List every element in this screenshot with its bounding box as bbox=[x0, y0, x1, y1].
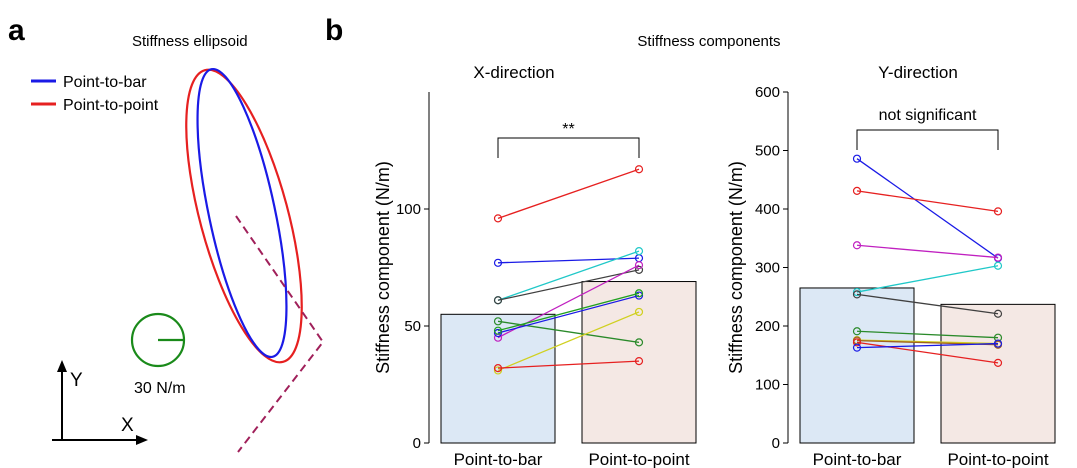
ellipse-point-to-point bbox=[185, 68, 303, 364]
axis-y-label: Y bbox=[70, 370, 83, 391]
y-axis-label: Stiffness component (N/m) bbox=[373, 161, 393, 374]
subject-line-10 bbox=[497, 360, 640, 369]
subject-point-10-a bbox=[493, 364, 503, 373]
subject-line-5 bbox=[856, 293, 999, 315]
subject-line-4 bbox=[856, 265, 999, 293]
subject-point-5-b bbox=[993, 309, 1003, 318]
subject-point-8-b bbox=[634, 289, 644, 298]
subject-point-2-a bbox=[493, 258, 503, 267]
subject-point-1-a bbox=[852, 154, 862, 163]
subject-line-2 bbox=[856, 190, 999, 212]
ellipse-point-to-bar bbox=[196, 67, 288, 359]
subject-line-6 bbox=[856, 330, 999, 339]
bar-point-to-point bbox=[940, 303, 1056, 444]
subject-line-7 bbox=[856, 339, 999, 345]
y-tick-label: 100 bbox=[755, 377, 780, 394]
x-arrow-head bbox=[136, 435, 148, 445]
panel-b-title: Stiffness components bbox=[637, 33, 780, 50]
subject-point-9-b bbox=[634, 307, 644, 317]
subject-point-1-a bbox=[493, 214, 503, 223]
chart-title: Y-direction bbox=[878, 63, 958, 82]
subject-point-5-a bbox=[852, 290, 862, 299]
category-label: Point-to-bar bbox=[813, 450, 902, 468]
chart-title: X-direction bbox=[473, 63, 554, 82]
subject-point-4-a bbox=[493, 296, 503, 305]
subject-point-4-a bbox=[852, 287, 862, 297]
subject-line-3 bbox=[856, 244, 999, 259]
chart-y-direction: Y-direction Stiffness component (N/m) 0 100… bbox=[726, 63, 1056, 468]
category-label: Point-to-bar bbox=[454, 450, 543, 468]
subject-line-1 bbox=[497, 168, 640, 219]
bar-point-to-bar bbox=[440, 313, 556, 444]
subject-point-2-b bbox=[993, 207, 1003, 216]
subject-point-3-b bbox=[993, 253, 1003, 262]
legend-label-point-to-point: Point-to-point bbox=[63, 97, 159, 114]
subject-point-5-b bbox=[634, 261, 644, 270]
subject-point-3-b bbox=[634, 247, 644, 256]
bar-point-to-bar bbox=[799, 287, 915, 444]
significance-bracket bbox=[497, 137, 640, 158]
subject-point-7-b bbox=[634, 291, 644, 300]
subject-point-4-b bbox=[634, 265, 644, 274]
chart-x-direction: X-direction Stiffness component (N/m) 0 50 1… bbox=[373, 63, 697, 468]
axis-x-label: X bbox=[121, 415, 134, 436]
subject-point-8-a bbox=[493, 326, 503, 335]
significance-bracket bbox=[856, 129, 999, 150]
subject-point-10-a bbox=[852, 343, 862, 352]
panel-b: b Stiffness components X-direction Stiffn… bbox=[325, 14, 1056, 468]
subject-point-6-b bbox=[634, 338, 644, 347]
panel-b-letter: b bbox=[325, 14, 343, 47]
subject-line-8 bbox=[497, 292, 640, 332]
legend-label-point-to-bar: Point-to-bar bbox=[63, 74, 147, 91]
subject-point-9-a bbox=[852, 338, 862, 347]
subject-point-4-b bbox=[993, 261, 1003, 270]
subject-point-6-a bbox=[852, 327, 862, 336]
legend: Point-to-bar Point-to-point bbox=[31, 74, 159, 114]
panel-a-letter: a bbox=[8, 14, 25, 47]
subject-line-3 bbox=[497, 250, 640, 301]
subject-point-10-b bbox=[993, 339, 1003, 348]
subject-point-9-a bbox=[493, 366, 503, 375]
subject-line-10 bbox=[856, 342, 999, 349]
subject-point-6-a bbox=[493, 317, 503, 326]
y-tick-label: 300 bbox=[755, 260, 780, 277]
scale-label: 30 N/m bbox=[134, 380, 186, 397]
subject-point-3-a bbox=[852, 241, 862, 250]
subject-point-7-a bbox=[493, 328, 503, 338]
subject-point-2-a bbox=[852, 186, 862, 195]
y-tick-label: 200 bbox=[755, 318, 780, 335]
panel-a-title: Stiffness ellipsoid bbox=[132, 33, 248, 50]
subject-line-9 bbox=[856, 341, 999, 364]
subject-line-5 bbox=[497, 264, 640, 339]
subject-line-1 bbox=[856, 158, 999, 259]
y-tick-label: 0 bbox=[413, 435, 421, 452]
significance-label: ** bbox=[562, 121, 574, 138]
y-tick-label: 400 bbox=[755, 201, 780, 218]
significance-label: not significant bbox=[879, 107, 977, 124]
panel-a: a Stiffness ellipsoid Point-to-bar Point… bbox=[8, 14, 325, 453]
axes-arrows: Y X bbox=[52, 360, 148, 445]
subject-point-1-b bbox=[634, 165, 644, 174]
y-tick-label: 100 bbox=[396, 201, 421, 218]
category-label: Point-to-point bbox=[947, 450, 1048, 468]
y-tick-label: 50 bbox=[404, 318, 421, 335]
y-arrow-head bbox=[57, 360, 67, 372]
y-tick-label: 600 bbox=[755, 84, 780, 101]
category-label: Point-to-point bbox=[588, 450, 689, 468]
subject-line-4 bbox=[497, 269, 640, 301]
y-tick-label: 500 bbox=[755, 143, 780, 160]
subject-point-10-b bbox=[634, 357, 644, 366]
subject-line-9 bbox=[497, 311, 640, 372]
y-axis-label: Stiffness component (N/m) bbox=[726, 161, 746, 374]
subject-line-7 bbox=[497, 294, 640, 334]
subject-point-9-b bbox=[993, 358, 1003, 367]
y-tick-label: 0 bbox=[772, 435, 780, 452]
